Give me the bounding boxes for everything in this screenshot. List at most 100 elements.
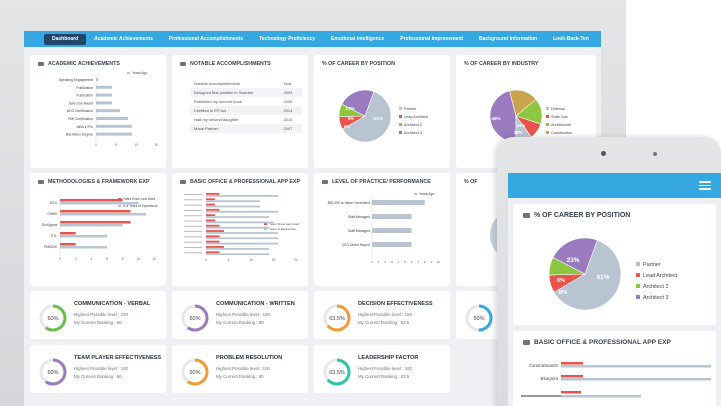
bar [206, 193, 220, 195]
phone-position-title: % OF CAREER BY POSITION [523, 212, 630, 219]
bar [561, 375, 583, 378]
metric-card[interactable]: 63.5% LEADERSHIP FACTOR Highest Possible… [314, 345, 450, 393]
nav-item-academic-achievements[interactable]: Academic Achievements [94, 35, 153, 42]
pie-label: 18% [514, 130, 523, 135]
tick-label: 4 [90, 257, 92, 261]
academic-title-text: ACADEMIC ACHIEVEMENTS [48, 61, 120, 67]
methodologies-title-text: METHODOLOGIES & FRAMEWORK EXP [48, 179, 150, 185]
career-position-panel: % OF CAREER BY POSITION 61% 23% 8% 8% Partne… [314, 55, 450, 168]
tick-label: 1 [378, 260, 380, 264]
bar [60, 224, 123, 227]
table-header-cell: Notable Accomplishments [194, 81, 241, 86]
legend-swatch [546, 115, 549, 118]
nav-item-professional-improvement[interactable]: Professional Improvement [400, 35, 464, 42]
table-row: Published my second book 2005 [190, 97, 302, 106]
table-cell: 2010 [283, 117, 293, 122]
office-title: BASIC OFFICE & PROFESSIONAL APP EXP [180, 179, 300, 185]
tick-label: 10 [137, 257, 141, 261]
table-cell: Designed first position in Sweden [194, 90, 254, 95]
bar [561, 378, 711, 381]
phone-frame: % OF CAREER BY POSITION 61% 23% 8% 8% Partne… [497, 137, 721, 406]
pie-label: 23% [345, 106, 354, 111]
bar [206, 253, 269, 256]
bar-label: MBA in Fin [77, 125, 94, 129]
notable-title-text: NOTABLE ACCOMPLISHMENTS [190, 61, 271, 67]
nav-item-dashboard[interactable]: Dashboard [44, 33, 87, 45]
bar [206, 224, 220, 227]
legend-swatch [127, 72, 130, 74]
nav-item-look-back-ten[interactable]: Look-Back-Ten [553, 35, 589, 42]
metric-card[interactable]: 60% COMMUNICATION - WRITTEN Highest Poss… [172, 291, 308, 339]
bar-label: Bachelors Degree [66, 133, 93, 137]
bar-label: Publication [76, 86, 93, 90]
nav-item-professional-accomplishments[interactable]: Professional Accomplishments [168, 35, 244, 42]
svg-text:63.5%: 63.5% [329, 316, 345, 322]
bar [561, 391, 581, 394]
card-line: Highest Possible level : 100 [358, 312, 412, 317]
bar [60, 213, 147, 216]
metric-card[interactable]: 60% COMMUNICATION - VERBAL Highest Possi… [30, 291, 166, 339]
bar [206, 195, 278, 197]
card-line: My Current Ranking : 60 [74, 374, 122, 379]
progress-ring: 60% [181, 304, 209, 332]
career-industry-title: % OF CAREER BY INDUSTRY [464, 61, 538, 67]
hamburger-menu-icon[interactable] [699, 181, 711, 190]
pie-slice [553, 239, 622, 311]
legend-label: Architect 3 [643, 295, 668, 301]
bar [60, 246, 107, 249]
nav-item-technology-proficiency[interactable]: Technology Proficiency [259, 35, 316, 42]
pie-label: 23% [567, 257, 580, 264]
metric-card[interactable]: 60% TEAM PLAYER EFFECTIVENESS Highest Po… [30, 345, 166, 393]
bar [60, 235, 107, 238]
legend-swatch [546, 107, 549, 110]
progress-ring: 60% [39, 304, 67, 332]
bar-label: ITIL [51, 234, 57, 238]
progress-ring: 63.5% [323, 304, 351, 332]
table-cell: 2014 [283, 108, 293, 113]
bar [206, 214, 215, 216]
legend-swatch [264, 228, 267, 230]
card-title: LEADERSHIP FACTOR [358, 355, 419, 361]
tick-label: 10 [436, 260, 440, 264]
tick-label: 12 [152, 257, 156, 261]
nav-item-emotional-intelligence[interactable]: Emotional Intelligence [331, 35, 385, 42]
table-row: Made Partner 2007 [190, 124, 302, 133]
nav-item-background-information[interactable]: Background Information [479, 35, 538, 42]
bar [96, 124, 132, 128]
card-line: My Current Ranking : 60 [74, 320, 122, 325]
bar-label-line [184, 241, 202, 243]
bar-label: Blueprint [541, 376, 559, 381]
bar-label: $50,000 to Value Generated [328, 201, 370, 205]
career-position-title: % OF CAREER BY POSITION [322, 61, 395, 67]
bar [206, 226, 269, 229]
office-title-text: BASIC OFFICE & PROFESSIONAL APP EXP [190, 179, 300, 185]
bar-label-line [184, 225, 202, 227]
pie-label: 61% [373, 116, 382, 121]
table-cell: Published my second book [194, 99, 242, 104]
top-nav: Dashboard Academic Achievements Profession… [24, 31, 601, 47]
pie-label: 8% [557, 278, 565, 284]
briefcase-icon [523, 339, 530, 345]
bar-label: Speaking Engagement [59, 78, 93, 82]
legend-swatch [399, 115, 402, 118]
metric-card[interactable]: 60% PROBLEM RESOLUTION Highest Possible … [172, 345, 308, 393]
metric-card[interactable]: 63.5% DECISION EFFECTIVENESS Highest Pos… [314, 291, 450, 339]
table-row: Designed first position in Sweden 2003 [190, 88, 302, 97]
tick-label: 4 [398, 260, 400, 264]
bar [206, 235, 220, 238]
academic-panel: ACADEMIC ACHIEVEMENTS Years Ago Speaking … [30, 55, 166, 168]
legend-swatch [399, 131, 402, 134]
tick-label: 15 [272, 258, 276, 262]
tick-label: 3 [391, 260, 393, 264]
methodologies-title: METHODOLOGIES & FRAMEWORK EXP [38, 179, 150, 185]
legend-label: Lead Architect [404, 115, 429, 119]
tick-label: 5 [115, 143, 117, 147]
phone-position-panel: % OF CAREER BY POSITION 61% 23% 8% 8% Partne… [513, 204, 716, 325]
practice-panel: LEVEL OF PRACTICE/ PERFORMANCE Years Ago… [314, 173, 450, 286]
bar-label: CMMI [47, 212, 57, 216]
legend-swatch [546, 131, 549, 134]
phone-position-pie: 61% 23% 8% 8% Partner Lead Architect Architect… [548, 237, 678, 311]
bar [372, 214, 412, 219]
chart-icon [322, 179, 328, 184]
bar-label: CommaSearch [529, 363, 559, 368]
